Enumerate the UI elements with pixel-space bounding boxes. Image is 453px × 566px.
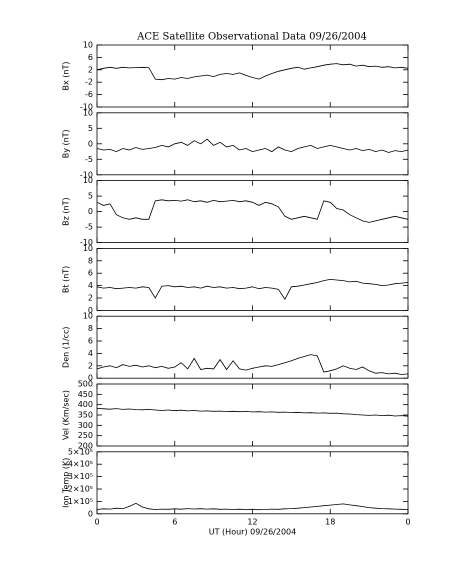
y-tick-label: -5 [85, 223, 93, 232]
y-tick-label: 6 [88, 337, 93, 346]
y-tick-label: 0 [88, 374, 93, 383]
y-tick-label: 200 [78, 442, 93, 451]
y-tick-label: 5×10⁵ [68, 447, 93, 456]
y-tick-label: 10 [83, 176, 93, 185]
data-line [96, 354, 409, 375]
y-tick-label: 2 [88, 65, 93, 74]
y-tick-label: 8 [88, 324, 93, 333]
y-axis-label: Ion Temp (K) [62, 458, 71, 508]
x-tick-label: 6 [172, 517, 177, 526]
y-tick-label: -5 [85, 155, 93, 164]
y-tick-label: 3×10⁵ [68, 472, 93, 481]
y-axis-label: Bz (nT) [62, 197, 71, 225]
data-line [96, 63, 409, 81]
y-tick-label: 6 [88, 53, 93, 62]
data-line [96, 502, 409, 511]
y-tick-label: 2 [88, 294, 93, 303]
y-tick-label: 2×10⁵ [68, 485, 93, 494]
y-tick-label: -2 [85, 78, 93, 87]
y-tick-label: 0 [88, 306, 93, 315]
y-tick-label: 450 [78, 390, 93, 399]
y-tick-label: 5 [88, 124, 93, 133]
y-tick-label: 1×10⁵ [68, 497, 93, 506]
x-tick-label: 0 [405, 517, 410, 526]
y-tick-label: 10 [83, 108, 93, 117]
y-tick-label: 6 [88, 269, 93, 278]
x-axis-label: UT (Hour) 09/26/2004 [209, 527, 296, 536]
y-tick-label: 5 [88, 192, 93, 201]
y-axis-label: Bt (nT) [62, 266, 71, 293]
y-tick-label: 10 [83, 41, 93, 50]
y-tick-label: 300 [78, 421, 93, 430]
y-tick-label: -10 [80, 103, 93, 112]
y-tick-label: 250 [78, 431, 93, 440]
y-tick-label: 4 [88, 349, 93, 358]
x-tick-label: 18 [325, 517, 335, 526]
y-axis-label: Bx (nT) [62, 62, 71, 91]
y-tick-label: 400 [78, 400, 93, 409]
y-tick-label: -6 [85, 90, 93, 99]
y-tick-label: 0 [88, 139, 93, 148]
y-tick-label: 8 [88, 256, 93, 265]
y-axis-label: Vel (Km/sec) [62, 390, 71, 440]
y-tick-label: 0 [88, 509, 93, 518]
y-axis-label: By (nT) [62, 129, 71, 158]
y-tick-label: 4×10⁵ [68, 460, 93, 469]
y-axis-label: Den (1/cc) [62, 326, 71, 368]
y-tick-label: 2 [88, 361, 93, 370]
y-tick-label: 500 [78, 380, 93, 389]
y-tick-label: 350 [78, 411, 93, 420]
x-tick-label: 0 [94, 517, 99, 526]
data-line [96, 138, 409, 153]
y-tick-label: 0 [88, 207, 93, 216]
data-line [96, 278, 409, 300]
y-tick-label: 10 [83, 312, 93, 321]
chart-title: ACE Satellite Observational Data 09/26/2… [136, 32, 367, 43]
y-tick-label: -10 [80, 238, 93, 247]
y-tick-label: 10 [83, 244, 93, 253]
data-line [96, 199, 409, 223]
y-tick-label: 4 [88, 281, 93, 290]
y-tick-label: -10 [80, 170, 93, 179]
x-tick-label: 12 [247, 517, 257, 526]
data-line [96, 408, 409, 417]
